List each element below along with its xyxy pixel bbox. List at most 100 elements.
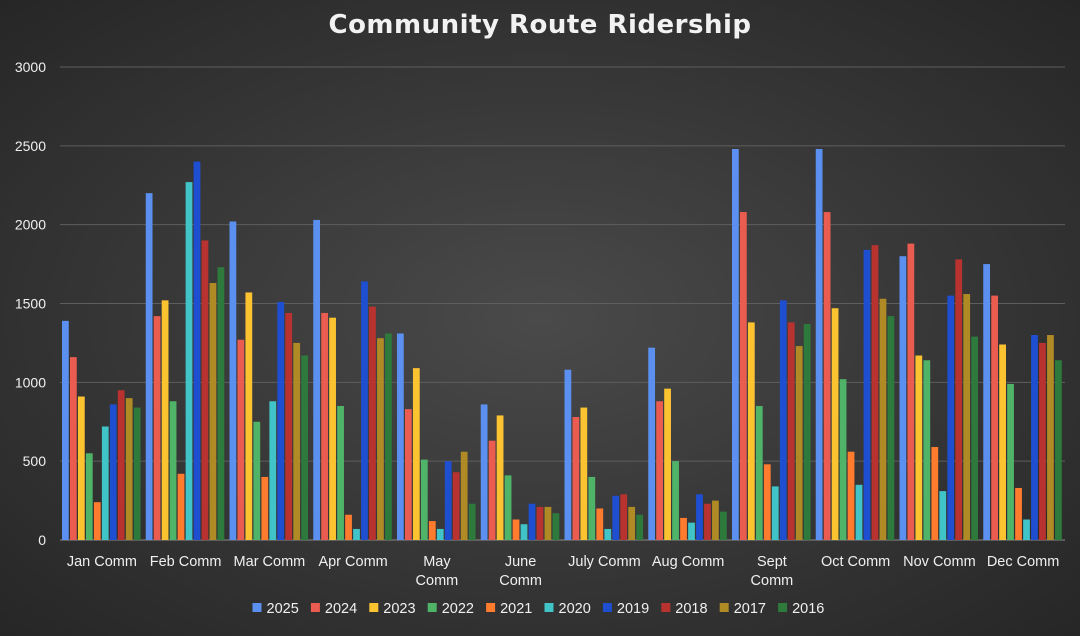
legend-item-2023: 2023 bbox=[369, 601, 416, 617]
bar-2017-3 bbox=[377, 338, 384, 540]
bar-2022-2 bbox=[253, 421, 261, 540]
legend-item-2018: 2018 bbox=[661, 601, 708, 617]
bar-2021-5 bbox=[512, 519, 520, 540]
bar-2022-0 bbox=[85, 453, 93, 540]
bar-2019-11 bbox=[1031, 335, 1038, 540]
legend-item-2016: 2016 bbox=[778, 601, 824, 617]
bar-2022-8 bbox=[755, 405, 763, 540]
bar-2024-2 bbox=[237, 339, 245, 540]
bar-2021-0 bbox=[93, 502, 101, 540]
bar-2025-11 bbox=[983, 264, 991, 540]
y-tick-label: 2000 bbox=[15, 217, 46, 233]
bar-2025-3 bbox=[313, 219, 321, 540]
bar-2023-6 bbox=[580, 407, 588, 540]
bar-2016-8 bbox=[803, 324, 811, 540]
bar-2018-0 bbox=[117, 390, 125, 540]
bar-2021-4 bbox=[428, 521, 436, 540]
bar-2017-4 bbox=[460, 451, 468, 540]
bar-2018-6 bbox=[620, 494, 628, 540]
y-tick-label: 1000 bbox=[15, 374, 46, 390]
bar-2017-1 bbox=[209, 283, 217, 540]
bar-2024-8 bbox=[739, 212, 747, 541]
bar-2022-4 bbox=[420, 459, 428, 540]
legend-swatch bbox=[252, 603, 262, 612]
legend-item-2019: 2019 bbox=[602, 601, 649, 617]
legend-label: 2019 bbox=[617, 601, 649, 617]
x-tick-label: Nov Comm bbox=[903, 554, 976, 570]
bar-2018-4 bbox=[452, 472, 460, 540]
bar-2024-11 bbox=[991, 295, 998, 540]
legend-label: 2018 bbox=[675, 601, 707, 617]
legend-swatch bbox=[778, 603, 788, 612]
bar-2019-7 bbox=[696, 494, 703, 540]
legend-swatch bbox=[310, 603, 320, 612]
bar-2019-1 bbox=[193, 161, 201, 540]
bar-2023-5 bbox=[496, 415, 504, 540]
bar-2020-2 bbox=[269, 401, 277, 540]
bar-2024-5 bbox=[488, 440, 496, 540]
legend-swatch bbox=[486, 603, 496, 612]
bar-2022-11 bbox=[1007, 383, 1014, 540]
bar-2016-4 bbox=[468, 503, 476, 540]
bar-2025-7 bbox=[648, 347, 656, 540]
bar-2023-3 bbox=[329, 317, 336, 540]
bar-2022-1 bbox=[169, 401, 177, 540]
bar-2020-3 bbox=[353, 528, 360, 540]
y-tick-label: 2500 bbox=[15, 138, 46, 154]
bar-2017-10 bbox=[963, 294, 971, 540]
bar-2017-7 bbox=[712, 500, 719, 540]
bar-2023-11 bbox=[999, 344, 1006, 540]
x-tick-label: Mar Comm bbox=[234, 554, 306, 570]
bar-2019-4 bbox=[444, 461, 452, 540]
bar-2019-10 bbox=[947, 295, 955, 540]
x-tick-label: Comm bbox=[751, 573, 794, 589]
bar-2023-7 bbox=[664, 388, 671, 540]
bar-2016-3 bbox=[385, 333, 392, 540]
legend-swatch bbox=[719, 603, 729, 612]
bar-2023-2 bbox=[245, 292, 253, 540]
bar-2024-4 bbox=[404, 409, 412, 540]
bar-2023-4 bbox=[412, 368, 420, 540]
bar-2022-7 bbox=[672, 461, 679, 540]
bar-2019-9 bbox=[863, 249, 871, 540]
bar-2020-11 bbox=[1023, 519, 1030, 540]
bar-2024-0 bbox=[69, 357, 77, 540]
legend-item-2025: 2025 bbox=[252, 601, 299, 617]
bar-2018-2 bbox=[285, 312, 293, 540]
bar-2023-0 bbox=[77, 396, 85, 540]
bar-2017-0 bbox=[125, 398, 133, 540]
legend-item-2022: 2022 bbox=[427, 601, 474, 617]
bar-layer bbox=[62, 148, 1062, 541]
bar-2021-7 bbox=[680, 517, 687, 540]
x-tick-label: Comm bbox=[416, 573, 459, 589]
legend-label: 2016 bbox=[792, 601, 824, 617]
bar-2021-6 bbox=[596, 508, 604, 540]
bar-2016-10 bbox=[971, 336, 979, 540]
bar-2024-10 bbox=[907, 243, 915, 540]
bar-2022-3 bbox=[337, 405, 344, 540]
bar-2018-3 bbox=[369, 306, 376, 540]
bar-2022-5 bbox=[504, 475, 512, 540]
bar-2025-1 bbox=[145, 193, 153, 540]
x-tick-label: Jan Comm bbox=[67, 554, 137, 570]
bar-2016-9 bbox=[887, 316, 895, 540]
x-tick-label: Dec Comm bbox=[987, 554, 1060, 570]
legend-swatch bbox=[602, 603, 612, 612]
bar-2021-11 bbox=[1015, 487, 1022, 540]
y-tick-label: 1500 bbox=[15, 296, 46, 312]
y-tick-label: 3000 bbox=[15, 59, 46, 75]
legend: 2025 2024 2023 2022 2021 2020 2019 2018 2017 2016 bbox=[252, 601, 824, 617]
bar-2022-6 bbox=[588, 476, 596, 540]
x-tick-label: June bbox=[505, 554, 536, 570]
legend-item-2021: 2021 bbox=[486, 601, 532, 617]
bar-2019-5 bbox=[528, 503, 536, 540]
bar-2019-8 bbox=[779, 300, 787, 540]
bar-2020-8 bbox=[771, 486, 779, 540]
bar-2023-8 bbox=[747, 322, 755, 540]
legend-swatch bbox=[661, 603, 671, 612]
bar-2023-1 bbox=[161, 300, 169, 540]
bar-2018-8 bbox=[787, 322, 795, 540]
bar-2019-3 bbox=[361, 281, 368, 540]
x-tick-label: May bbox=[423, 554, 451, 570]
bar-2016-11 bbox=[1055, 360, 1062, 540]
